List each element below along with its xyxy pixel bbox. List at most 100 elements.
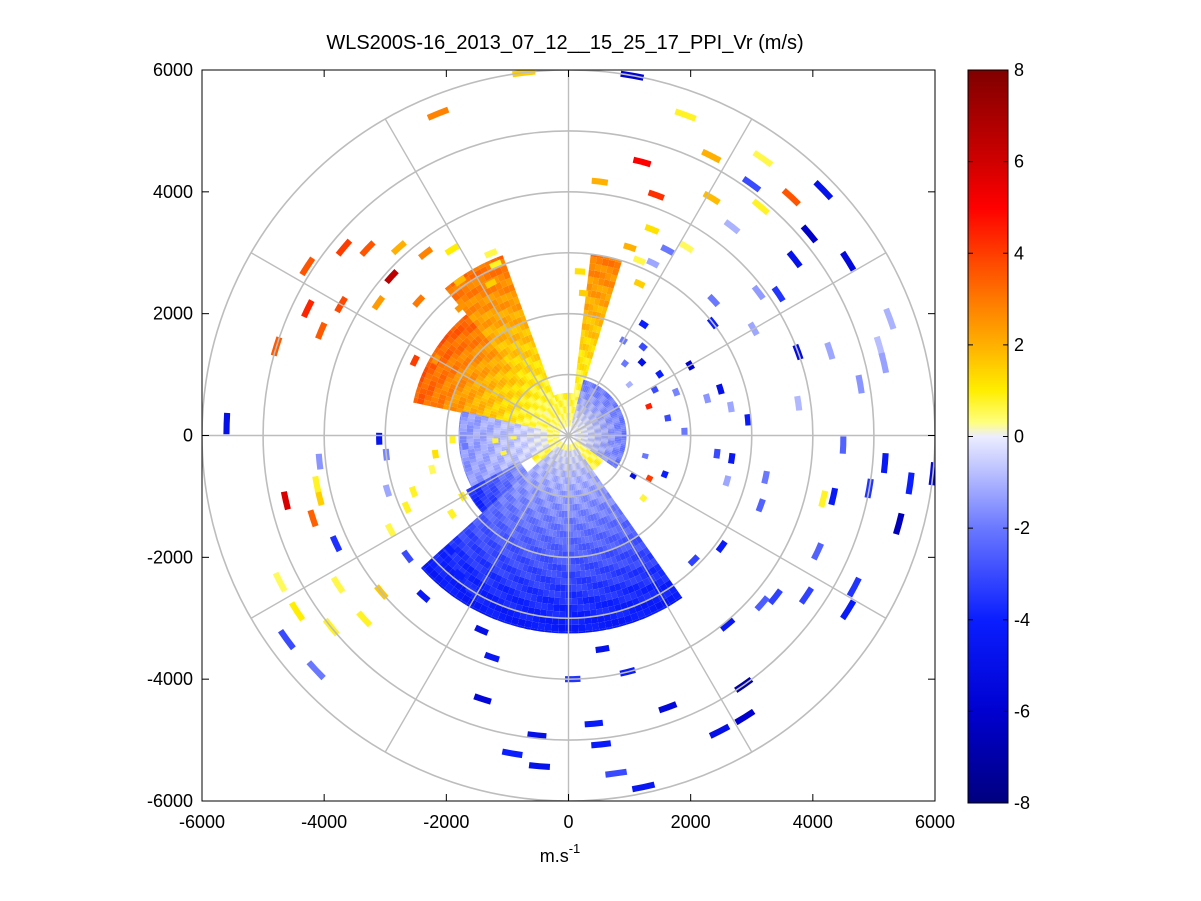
sector-5-gate bbox=[599, 388, 604, 394]
sector-5-gate bbox=[580, 440, 587, 444]
range-gate bbox=[728, 452, 736, 464]
sector-2-gate bbox=[472, 266, 480, 273]
sector-1-gate bbox=[441, 369, 450, 377]
sector-6-gate bbox=[505, 542, 513, 551]
sector-6-gate bbox=[642, 577, 651, 587]
sector-6-gate bbox=[591, 520, 597, 528]
sector-6-gate bbox=[595, 512, 601, 520]
sector-6-gate bbox=[427, 557, 435, 565]
sector-5-gate bbox=[593, 424, 600, 428]
sector-3-gate bbox=[592, 304, 599, 312]
sector-6-gate bbox=[474, 554, 483, 564]
sector-3-gate bbox=[597, 305, 604, 314]
sector-6-gate bbox=[552, 445, 558, 451]
sector-5-gate bbox=[585, 410, 591, 417]
sector-0-gate bbox=[552, 433, 560, 435]
sector-6-gate bbox=[558, 510, 562, 518]
sector-2-gate bbox=[550, 390, 555, 398]
sector-6-gate bbox=[560, 456, 563, 464]
sector-5-gate bbox=[580, 429, 588, 432]
sector-4-gate bbox=[466, 428, 474, 433]
sector-0-gate bbox=[546, 437, 553, 440]
sector-1-gate bbox=[511, 410, 519, 416]
sector-1-gate bbox=[483, 366, 491, 374]
sector-5-gate bbox=[588, 414, 595, 420]
range-gate bbox=[384, 522, 397, 537]
range-gate bbox=[483, 248, 498, 259]
sector-6-gate bbox=[482, 508, 489, 515]
sector-0-gate bbox=[572, 406, 575, 414]
sector-1-gate bbox=[523, 419, 530, 423]
sector-0-gate bbox=[566, 419, 568, 427]
sector-6-gate bbox=[495, 560, 504, 569]
sector-1-gate bbox=[464, 317, 474, 326]
sector-5-gate bbox=[587, 437, 595, 439]
sector-1-gate bbox=[477, 388, 485, 395]
sector-6-gate bbox=[570, 457, 572, 464]
sector-0-gate bbox=[556, 424, 562, 430]
sector-5-gate bbox=[601, 432, 609, 434]
sector-5-gate bbox=[612, 449, 620, 453]
sector-2-gate bbox=[536, 390, 542, 398]
sector-1-gate bbox=[540, 405, 546, 411]
sector-6-gate bbox=[582, 522, 587, 530]
sector-1-gate bbox=[423, 399, 431, 407]
sector-6-gate bbox=[560, 477, 564, 484]
sector-6-gate bbox=[541, 470, 547, 478]
sector-6-gate bbox=[540, 469, 546, 477]
sector-0-gate bbox=[562, 399, 565, 407]
range-gate bbox=[755, 498, 766, 513]
sector-4-gate bbox=[527, 436, 534, 439]
sector-3-gate bbox=[596, 284, 604, 293]
sector-5-gate bbox=[601, 408, 608, 414]
sector-6-gate bbox=[482, 544, 491, 553]
sector-6-gate bbox=[557, 550, 563, 558]
sector-0-gate bbox=[558, 423, 563, 429]
sector-6-gate bbox=[608, 549, 615, 558]
sector-5-gate bbox=[611, 452, 619, 457]
sector-1-gate bbox=[528, 397, 535, 404]
range-gate bbox=[767, 588, 783, 606]
sector-4-gate bbox=[514, 424, 522, 428]
sector-5-gate bbox=[573, 410, 577, 417]
sector-4-gate bbox=[535, 443, 542, 447]
sector-6-gate bbox=[553, 468, 557, 476]
sector-6-gate bbox=[527, 493, 533, 501]
sector-6-gate bbox=[586, 480, 591, 488]
range-gate bbox=[335, 238, 353, 257]
sector-6-gate bbox=[561, 449, 564, 457]
sector-7-gate bbox=[509, 466, 517, 472]
sector-6-gate bbox=[479, 566, 488, 575]
sector-1-gate bbox=[534, 401, 541, 408]
sector-6-gate bbox=[626, 621, 634, 625]
sector-6-gate bbox=[437, 548, 445, 556]
sector-0-gate bbox=[571, 399, 574, 407]
sector-6-gate bbox=[580, 461, 585, 468]
sector-1-gate bbox=[527, 388, 534, 396]
sector-6-gate bbox=[531, 517, 537, 525]
sector-6-gate bbox=[582, 495, 587, 503]
sector-6-gate bbox=[491, 507, 499, 516]
sector-3-gate bbox=[578, 349, 583, 357]
sector-0-gate bbox=[548, 424, 555, 429]
sector-1-gate bbox=[474, 394, 482, 401]
y-tick-label: 4000 bbox=[153, 182, 193, 202]
sector-1-gate bbox=[516, 390, 524, 397]
sector-4-gate bbox=[493, 442, 501, 446]
sector-6-gate bbox=[572, 477, 575, 484]
sector-5-gate bbox=[607, 459, 615, 465]
range-gate bbox=[223, 412, 231, 435]
sector-6-gate bbox=[582, 590, 589, 598]
sector-1-gate bbox=[470, 330, 479, 339]
sector-5-gate bbox=[572, 425, 577, 431]
range-gate bbox=[883, 307, 897, 330]
sector-5-gate bbox=[581, 437, 588, 440]
range-gate bbox=[752, 150, 774, 168]
sector-1-gate bbox=[535, 425, 543, 428]
sector-4-gate bbox=[534, 441, 542, 444]
sector-6-gate bbox=[599, 566, 606, 575]
y-tick-label: 0 bbox=[183, 426, 193, 446]
sector-5-gate bbox=[606, 422, 614, 426]
sector-6-gate bbox=[561, 470, 565, 478]
sector-2-gate bbox=[520, 344, 527, 353]
